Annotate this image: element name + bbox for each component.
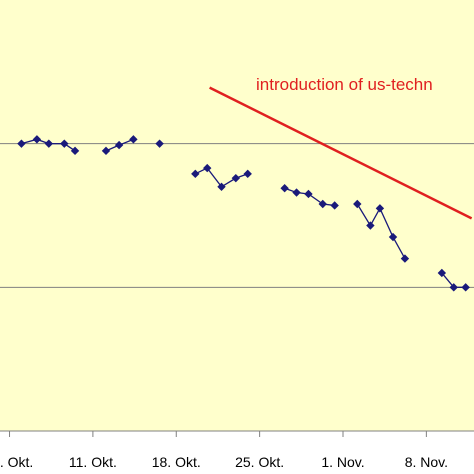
x-axis — [0, 430, 474, 437]
data-point-marker — [203, 163, 212, 173]
x-tick-labels: …. Okt. 11. Okt. 18. Okt. 25. Okt. 1. Nov. 8.… — [0, 454, 448, 470]
data-point-marker — [292, 188, 301, 197]
x-tick-label: 18. Okt. — [152, 454, 201, 470]
x-tick-label: …. Okt. — [0, 454, 33, 470]
data-point-marker — [191, 169, 200, 179]
data-point-marker — [32, 135, 42, 144]
data-point-marker — [243, 169, 252, 179]
data-point-marker — [101, 146, 111, 156]
data-point-marker — [461, 283, 470, 292]
data-point-marker — [366, 221, 375, 230]
x-tick-label: 25. Okt. — [235, 454, 284, 470]
data-point-marker — [280, 184, 289, 193]
trend-line-group — [209, 86, 473, 220]
data-point-marker — [353, 199, 362, 209]
x-tick-label: 1. Nov. — [321, 454, 364, 470]
annotation-text: introduction of us-techn — [256, 75, 433, 94]
trend-line — [209, 86, 473, 220]
data-point-marker — [304, 189, 313, 199]
data-point-marker — [330, 201, 339, 210]
x-tick-label: 11. Okt. — [69, 454, 117, 470]
x-tick-label: 8. Nov. — [405, 454, 448, 470]
data-point-marker — [114, 140, 124, 150]
annotations: introduction of us-techn — [256, 75, 433, 94]
data-point-marker — [217, 182, 226, 191]
plot-area — [0, 0, 474, 431]
data-point-marker — [231, 173, 241, 183]
data-point-marker — [375, 204, 385, 213]
data-point-marker — [400, 254, 410, 263]
data-point-marker — [155, 139, 164, 148]
data-point-marker — [60, 139, 69, 148]
data-point-marker — [44, 139, 54, 148]
data-point-marker — [388, 232, 398, 242]
data-point-marker — [437, 268, 447, 278]
data-point-marker — [70, 146, 80, 156]
data-point-marker — [449, 283, 458, 292]
data-point-marker — [129, 135, 138, 144]
data-point-marker — [318, 199, 327, 209]
gridlines — [0, 143, 474, 288]
data-point-marker — [17, 139, 26, 148]
data-series — [17, 135, 470, 292]
